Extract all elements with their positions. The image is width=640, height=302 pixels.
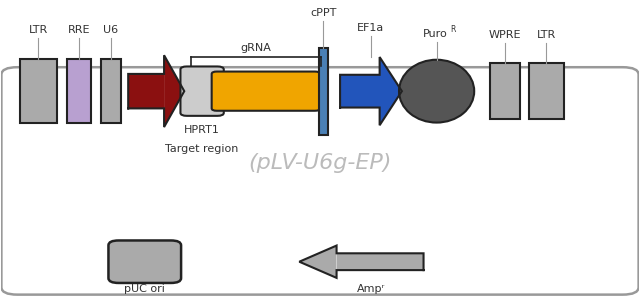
Text: pUC ori: pUC ori <box>124 284 165 294</box>
Polygon shape <box>300 246 337 278</box>
Text: Ampʳ: Ampʳ <box>356 284 385 294</box>
Text: RRE: RRE <box>68 25 90 35</box>
FancyBboxPatch shape <box>529 63 564 119</box>
FancyBboxPatch shape <box>180 66 224 116</box>
Text: R: R <box>451 25 456 34</box>
FancyBboxPatch shape <box>490 63 520 119</box>
Text: Target region: Target region <box>165 144 239 154</box>
Text: HPRT1: HPRT1 <box>184 125 220 135</box>
Ellipse shape <box>399 60 474 123</box>
FancyBboxPatch shape <box>108 240 181 283</box>
FancyBboxPatch shape <box>20 59 56 123</box>
Text: LTR: LTR <box>536 30 556 40</box>
Text: LTR: LTR <box>29 25 48 35</box>
Text: WPRE: WPRE <box>488 30 521 40</box>
FancyBboxPatch shape <box>101 59 120 123</box>
Polygon shape <box>380 57 402 125</box>
FancyBboxPatch shape <box>319 48 328 135</box>
FancyBboxPatch shape <box>212 72 320 111</box>
Text: EF1a: EF1a <box>357 23 385 33</box>
Polygon shape <box>164 55 184 127</box>
FancyBboxPatch shape <box>67 59 92 123</box>
Text: (pLV-U6g-EP): (pLV-U6g-EP) <box>248 153 392 173</box>
Text: cPPT: cPPT <box>310 8 337 18</box>
Text: U6: U6 <box>104 25 118 35</box>
Text: gRNA: gRNA <box>241 43 271 53</box>
Bar <box>340 75 380 108</box>
Bar <box>128 74 164 108</box>
Bar <box>337 253 424 270</box>
Text: Puro: Puro <box>423 29 448 39</box>
